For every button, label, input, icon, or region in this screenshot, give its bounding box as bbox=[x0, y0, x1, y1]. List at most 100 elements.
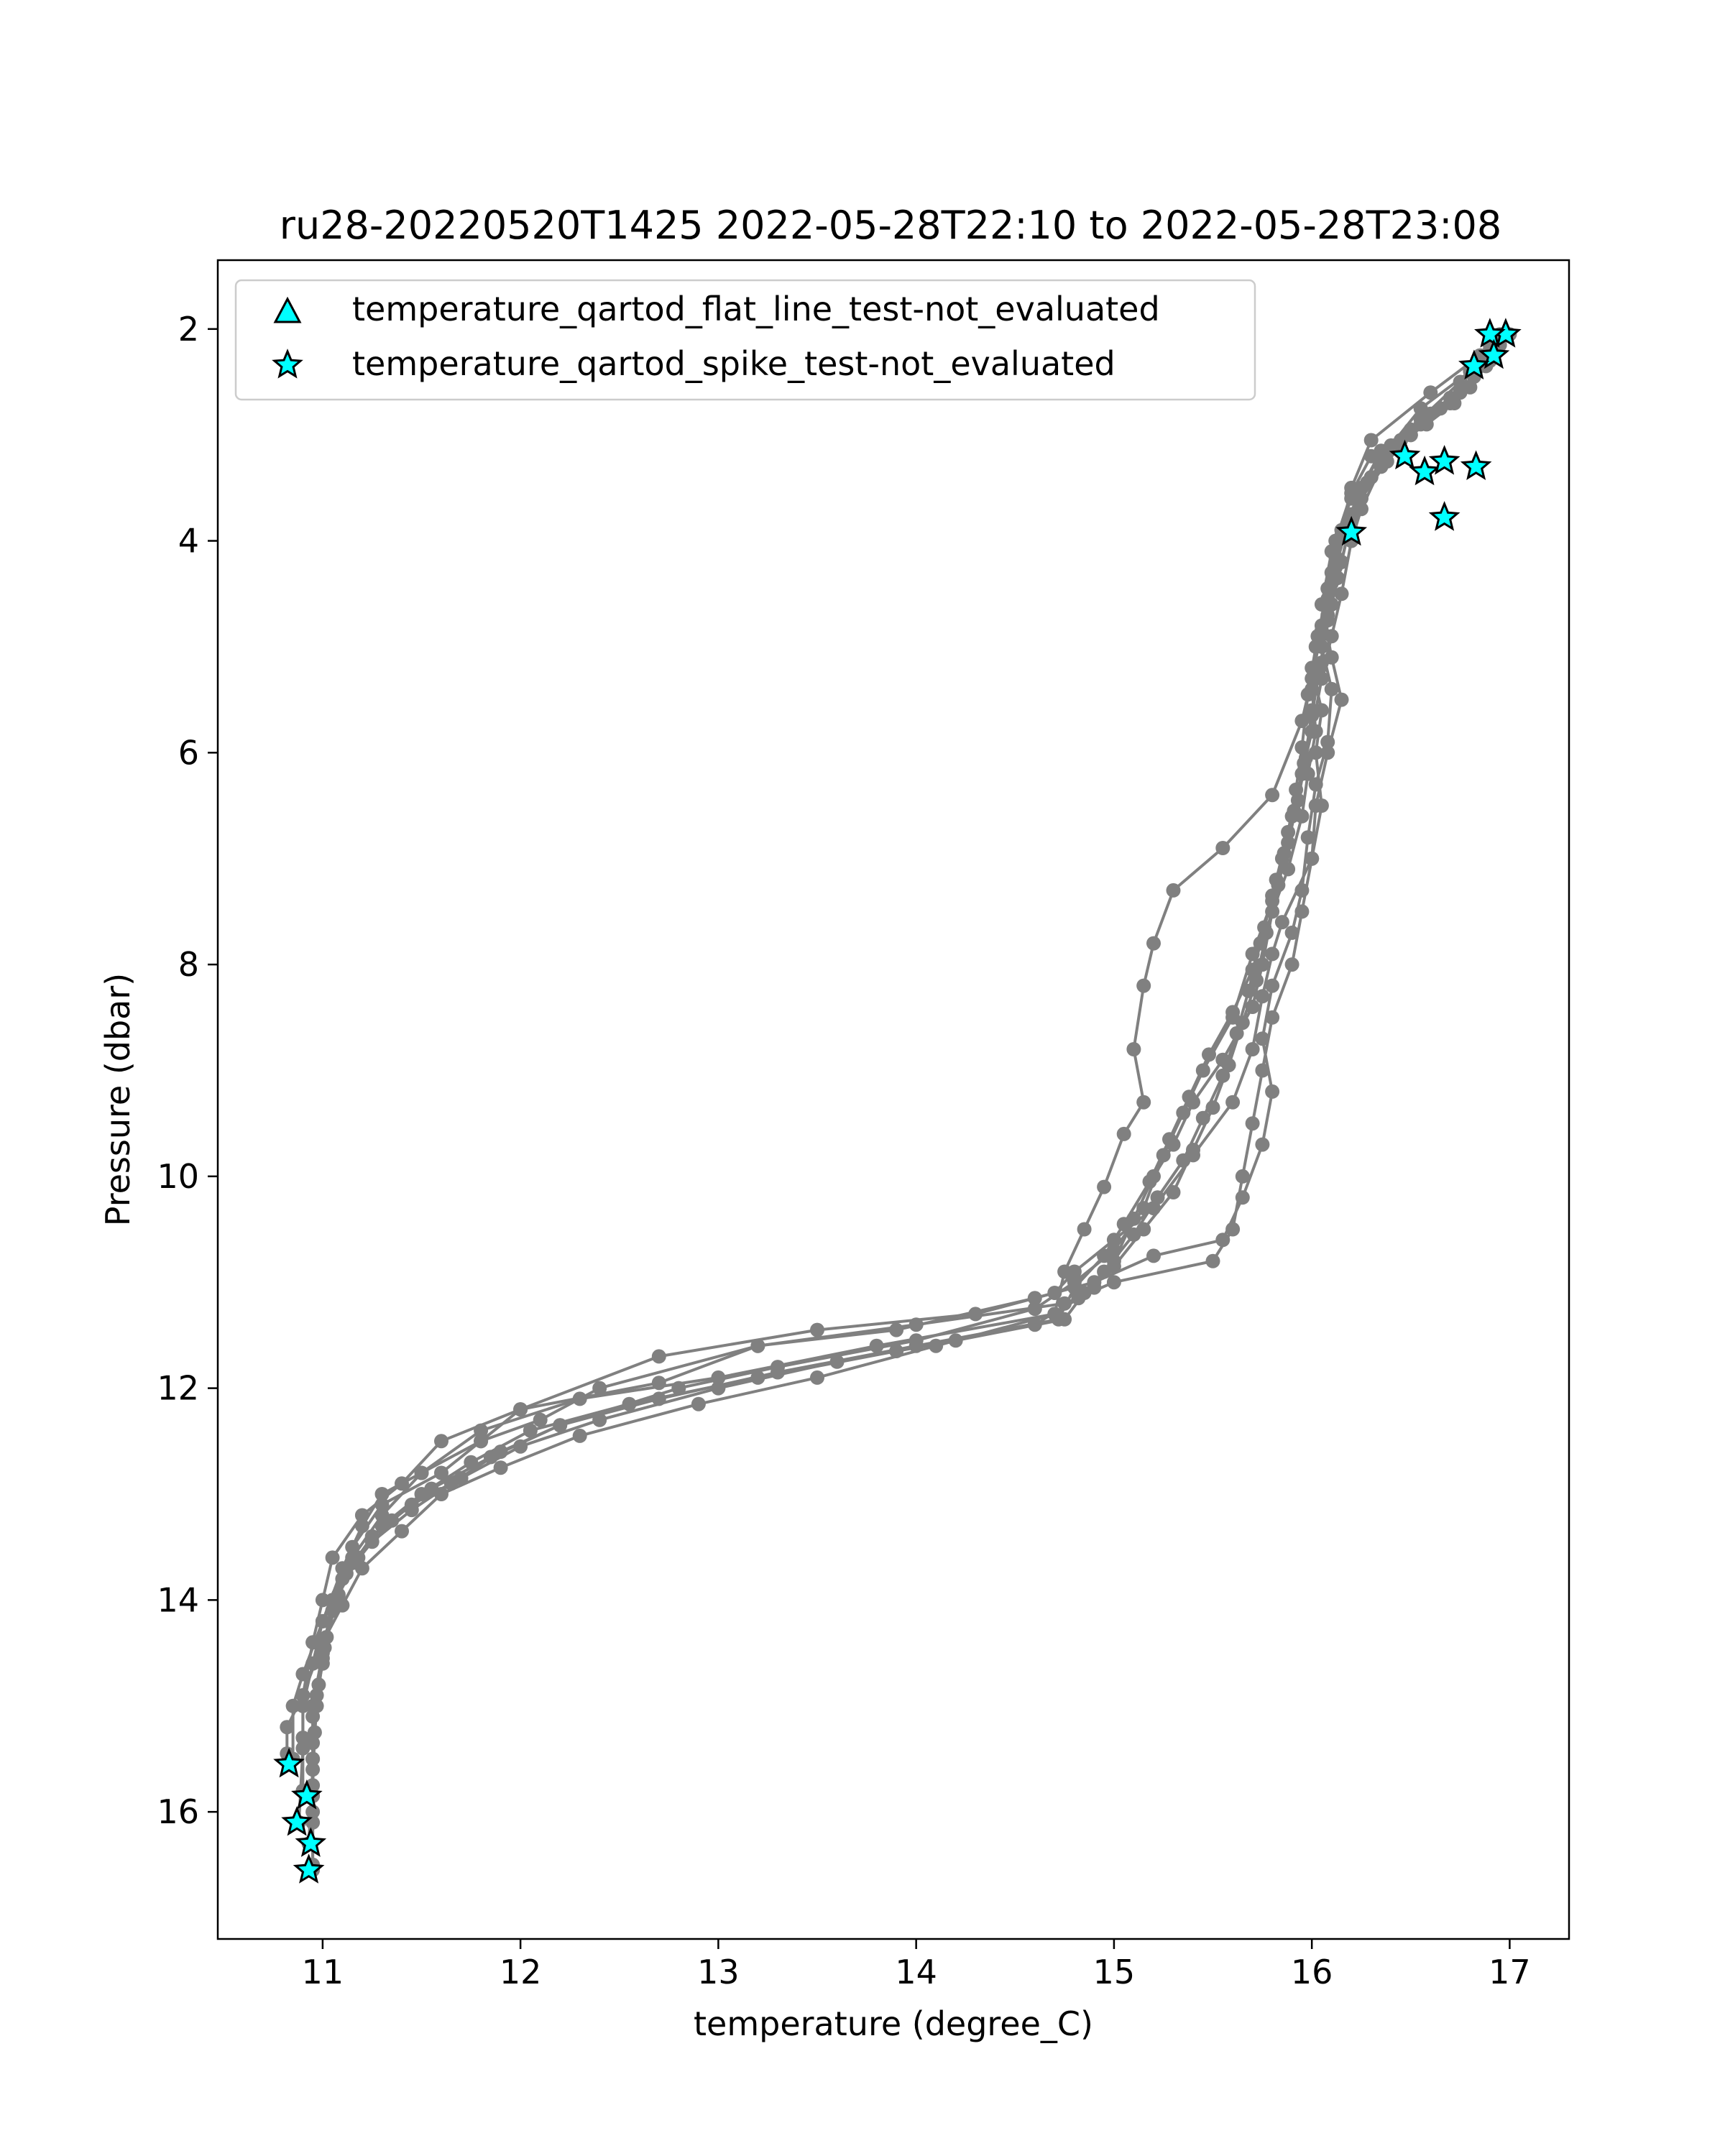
profile-point bbox=[1294, 883, 1310, 898]
spike-flag-star bbox=[1458, 349, 1490, 379]
profile-point bbox=[1300, 830, 1315, 845]
profile-point bbox=[1162, 1132, 1177, 1147]
profile-point bbox=[889, 1344, 904, 1358]
profile-point bbox=[493, 1460, 508, 1475]
profile-point bbox=[572, 1428, 587, 1443]
x-tick-label: 13 bbox=[697, 1953, 740, 1991]
profile-point bbox=[1215, 841, 1230, 855]
profile-point bbox=[1255, 1063, 1270, 1078]
profile-point bbox=[533, 1412, 548, 1427]
profile-point bbox=[1142, 1174, 1157, 1189]
profile-point bbox=[1265, 1084, 1280, 1099]
profile-line-3 bbox=[301, 338, 1501, 1791]
profile-point bbox=[1308, 777, 1323, 792]
profile-point bbox=[315, 1613, 330, 1628]
profile-point bbox=[1182, 1089, 1197, 1105]
profile-point bbox=[1334, 692, 1349, 707]
profile-line-5 bbox=[307, 344, 1491, 1844]
spike-flag-star bbox=[291, 1779, 323, 1810]
plot-area-frame bbox=[216, 259, 1570, 1940]
profile-point bbox=[1255, 989, 1270, 1004]
profile-point bbox=[810, 1370, 824, 1385]
profile-point bbox=[1235, 1169, 1250, 1184]
profile-point bbox=[1146, 1248, 1161, 1263]
profile-point bbox=[869, 1338, 884, 1353]
legend-label-spike: temperature_qartod_spike_test-not_evalua… bbox=[352, 344, 1116, 383]
x-tick-label: 11 bbox=[302, 1953, 344, 1991]
profile-point bbox=[1205, 1253, 1220, 1268]
profile-point bbox=[1300, 687, 1315, 702]
spike-flag-star bbox=[1478, 338, 1510, 369]
profile-point bbox=[1281, 862, 1296, 877]
profile-point bbox=[691, 1396, 706, 1411]
profile-point bbox=[1334, 586, 1349, 602]
profile-point bbox=[1116, 1217, 1131, 1232]
profile-point bbox=[1423, 385, 1438, 400]
profile-point bbox=[1328, 549, 1343, 564]
profile-point bbox=[1308, 639, 1323, 654]
y-tick-label: 6 bbox=[178, 733, 199, 772]
profile-point bbox=[295, 1688, 310, 1703]
profile-point bbox=[1225, 1095, 1241, 1110]
profile-point bbox=[1253, 936, 1268, 951]
profile-point bbox=[1287, 803, 1302, 819]
x-tick-label: 17 bbox=[1489, 1953, 1531, 1991]
profile-point bbox=[374, 1519, 390, 1534]
profile-point bbox=[1166, 883, 1181, 898]
profile-point bbox=[354, 1508, 369, 1523]
flagged-points bbox=[273, 318, 1522, 1884]
x-tick-label: 14 bbox=[895, 1953, 937, 1991]
profile-point bbox=[317, 1640, 332, 1655]
profile-point bbox=[1116, 1126, 1131, 1141]
y-tick-label: 2 bbox=[178, 310, 199, 349]
profile-point bbox=[1106, 1275, 1121, 1290]
x-tick-label: 16 bbox=[1291, 1953, 1333, 1991]
profile-point bbox=[592, 1381, 607, 1396]
profile-point bbox=[1097, 1179, 1112, 1194]
y-tick-label: 8 bbox=[178, 945, 199, 984]
y-tick-label: 10 bbox=[157, 1157, 199, 1196]
profile-point bbox=[305, 1736, 321, 1751]
y-tick-label: 4 bbox=[178, 522, 199, 561]
profile-line-6 bbox=[285, 359, 1481, 1754]
profile-point bbox=[1235, 1190, 1250, 1205]
y-axis-label: Pressure (dbar) bbox=[98, 973, 137, 1226]
x-tick-label: 15 bbox=[1093, 1953, 1136, 1991]
profile-point bbox=[414, 1465, 429, 1480]
profile-point bbox=[1245, 1116, 1260, 1131]
profile-point bbox=[711, 1370, 726, 1385]
spike-flag-star bbox=[1335, 515, 1368, 546]
y-axis: 2 4 6 8 10 12 14 16 bbox=[157, 310, 218, 1831]
profile-line-8 bbox=[311, 365, 1487, 1786]
profile-point bbox=[464, 1455, 479, 1470]
profile-point bbox=[750, 1338, 765, 1353]
profile-point bbox=[572, 1391, 587, 1406]
profile-point bbox=[1077, 1222, 1092, 1237]
profile-point bbox=[1312, 660, 1328, 676]
profile-point bbox=[1284, 925, 1300, 940]
profile-point bbox=[1284, 957, 1300, 972]
profile-point bbox=[1136, 1095, 1151, 1110]
profile-point bbox=[1057, 1264, 1072, 1279]
legend-frame bbox=[234, 279, 1256, 401]
profile-point bbox=[1276, 846, 1292, 861]
profile-point bbox=[1433, 401, 1448, 416]
profile-point bbox=[622, 1396, 637, 1411]
y-tick-label: 16 bbox=[157, 1792, 199, 1831]
profile-point bbox=[1265, 888, 1280, 903]
chart-title: ru28-20220520T1425 2022-05-28T22:10 to 2… bbox=[280, 203, 1501, 248]
profile-point bbox=[280, 1720, 295, 1735]
profile-point bbox=[1126, 1042, 1141, 1056]
profile-point bbox=[1379, 454, 1394, 469]
profile-point bbox=[750, 1370, 765, 1385]
profile-point bbox=[1363, 433, 1379, 448]
profile-point bbox=[315, 1593, 330, 1608]
spike-flag-star bbox=[295, 1827, 327, 1857]
profile-point bbox=[1241, 983, 1256, 998]
profile-point bbox=[1146, 936, 1161, 951]
spike-flag-star bbox=[1460, 450, 1492, 480]
profile-point bbox=[395, 1476, 409, 1491]
profile-point bbox=[1305, 851, 1320, 866]
profile-point bbox=[434, 1434, 448, 1449]
profile-line-2 bbox=[291, 349, 1491, 1759]
